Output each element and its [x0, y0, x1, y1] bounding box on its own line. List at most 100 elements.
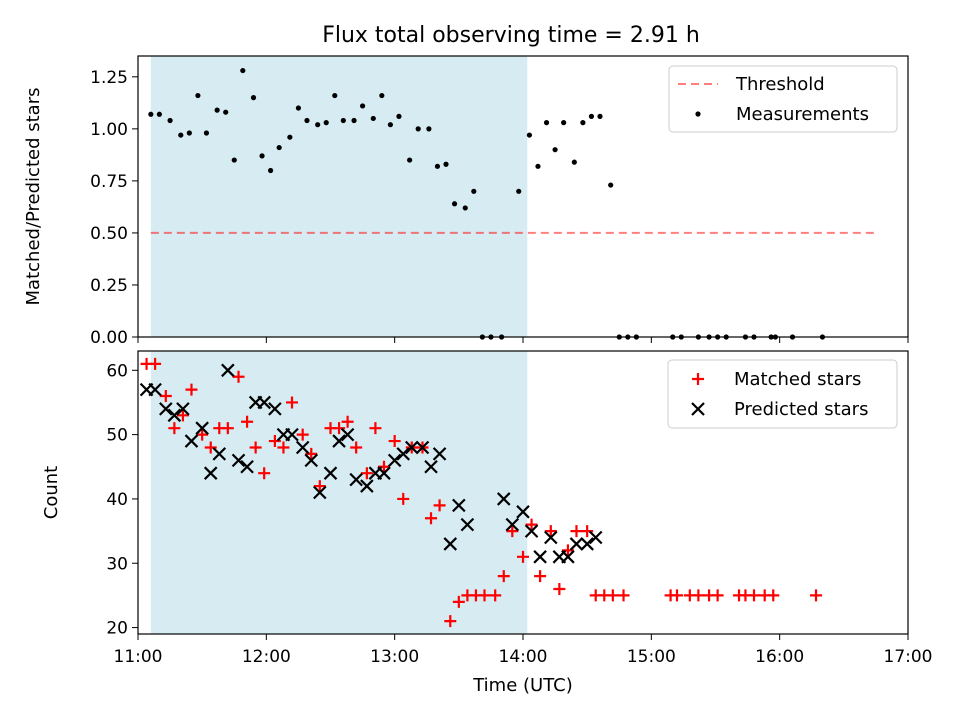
measurement-point — [148, 111, 154, 117]
y-tick-label: 1.25 — [90, 68, 128, 88]
top-y-ticks: 0.00 0.25 0.50 0.75 1.00 1.25 — [90, 68, 138, 348]
matched-point — [350, 441, 363, 454]
matched-point — [258, 467, 271, 480]
observing-span — [150, 56, 528, 337]
predicted-point — [340, 427, 355, 442]
chart-title: Flux total observing time = 2.91 h — [322, 23, 700, 48]
matched-point — [517, 550, 529, 563]
measurement-point — [552, 147, 558, 153]
predicted-point — [323, 466, 338, 480]
measurement-point — [167, 117, 173, 124]
predicted-point — [580, 537, 594, 551]
matched-point — [296, 428, 309, 441]
measurement-point — [379, 92, 385, 99]
predicted-point — [588, 530, 603, 545]
legend-measurements: Measurements — [736, 104, 869, 125]
measurement-legend-icon — [695, 111, 701, 117]
measurement-point — [340, 117, 346, 124]
x-tick-label: 16:00 — [755, 647, 804, 667]
matched-point — [241, 415, 254, 428]
x-tick-label: 13:00 — [370, 647, 419, 667]
matched-point — [570, 525, 583, 538]
matched-point — [692, 589, 705, 602]
matched-point — [433, 499, 446, 512]
measurement-point — [396, 113, 402, 119]
x-tick-label: 11:00 — [114, 647, 163, 667]
top-panel: 0.00 0.25 0.50 0.75 1.00 1.25 Matched/Predict… — [23, 55, 909, 348]
matched-point — [561, 544, 574, 557]
y-tick-label: 1.00 — [90, 120, 128, 140]
measurement-point — [195, 92, 201, 99]
measurement-point — [295, 105, 302, 111]
predicted-point — [460, 517, 475, 532]
measurement-point — [443, 161, 449, 167]
measurement-point — [597, 113, 603, 119]
matched-point — [388, 435, 401, 448]
y-tick-label: 0.75 — [90, 172, 128, 192]
matched-point — [268, 435, 281, 448]
x-axis-label: Time (UTC) — [472, 675, 573, 696]
measurement-point — [240, 67, 246, 74]
matched-point — [452, 595, 465, 608]
predicted-point — [569, 537, 584, 551]
measurement-point — [156, 111, 162, 117]
top-legend-box — [668, 65, 898, 133]
matched-point — [377, 460, 390, 473]
measurement-point — [451, 201, 458, 207]
matched-point — [176, 409, 189, 422]
predicted-point — [360, 479, 374, 493]
measurement-point — [268, 167, 274, 174]
predicted-point — [313, 485, 327, 500]
x-tick-label: 17:00 — [884, 647, 933, 667]
top-y-axis-label: Matched/Predicted stars — [23, 88, 44, 306]
predicted-point — [452, 498, 466, 513]
measurement-point — [608, 182, 614, 188]
predicted-point — [349, 472, 363, 487]
predicted-point — [332, 434, 346, 448]
matched-point — [159, 390, 172, 403]
matched-point — [305, 447, 318, 460]
predicted-point — [377, 466, 391, 480]
bottom-y-axis-label: Count — [41, 466, 62, 519]
predicted-point — [561, 550, 575, 564]
predicted-point — [387, 453, 402, 468]
bottom-y-ticks: 20 30 40 50 60 — [106, 361, 138, 639]
measurement-point — [580, 120, 586, 126]
top-axes-frame — [137, 55, 909, 338]
matched-point — [767, 589, 780, 602]
top-x-ticks — [137, 337, 909, 343]
predicted-point — [396, 447, 410, 461]
matched-point — [286, 396, 298, 409]
matched-point — [544, 525, 557, 538]
legend-predicted: Predicted stars — [734, 399, 868, 420]
measurement-point — [561, 120, 567, 126]
measurement-point — [359, 103, 366, 109]
measurement-point — [407, 157, 413, 163]
measurement-point — [223, 109, 229, 115]
matched-point — [553, 582, 566, 595]
matched-point — [168, 422, 181, 435]
matched-point — [478, 589, 491, 602]
predicted-point — [405, 440, 419, 455]
predicted-point — [304, 453, 319, 468]
measurement-point — [535, 163, 541, 169]
predicted-point — [415, 440, 430, 455]
y-tick-label: 20 — [106, 619, 128, 639]
measurement-point — [387, 122, 393, 128]
matched-point — [333, 422, 346, 435]
bottom-panel: 20 30 40 50 60 11:00 12:00 13:00 14:00 15:00 16:0… — [41, 350, 933, 696]
measurement-point — [516, 188, 522, 194]
measurement-point — [370, 115, 376, 122]
measurement-point — [571, 159, 577, 165]
observing-span — [150, 351, 528, 634]
y-tick-label: 0.25 — [90, 276, 128, 296]
matched-point — [617, 589, 630, 602]
matched-point — [313, 480, 326, 493]
matched-point — [506, 525, 519, 538]
matched-point — [581, 525, 594, 538]
matched-point — [249, 441, 262, 454]
matched-point — [444, 615, 457, 628]
measurement-point — [178, 132, 184, 138]
predicted-point — [544, 530, 558, 545]
measurement-point — [259, 153, 265, 159]
